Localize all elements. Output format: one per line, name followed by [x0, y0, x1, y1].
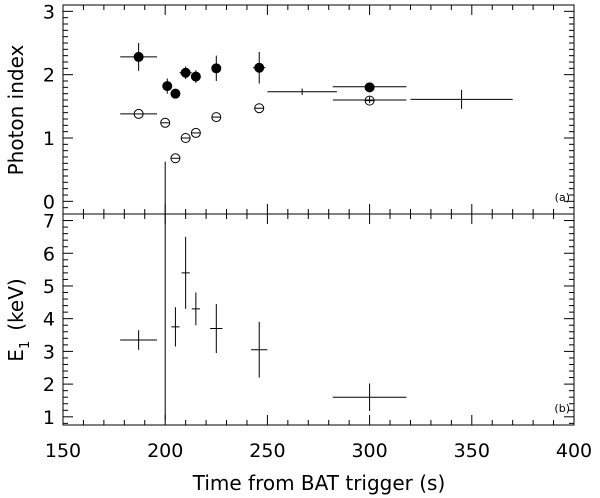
data-point	[180, 133, 191, 143]
y-tick-label: 6	[43, 243, 55, 265]
filled-marker	[133, 51, 144, 62]
data-point	[210, 303, 223, 354]
y-tick-label: 3	[43, 341, 55, 363]
data-point	[120, 330, 158, 350]
data-point	[160, 117, 171, 128]
data-point	[120, 108, 158, 119]
panel-a-y-axis-title: Photon index	[4, 44, 28, 175]
data-point	[162, 78, 173, 94]
x-tick-label: 250	[249, 440, 285, 462]
data-point	[179, 66, 192, 80]
filled-marker	[162, 81, 173, 92]
ylabel-unit: (keV)	[4, 278, 28, 330]
data-point	[251, 321, 268, 378]
ylabel-sub: 1	[18, 341, 33, 349]
panel-b-frame	[62, 213, 575, 426]
panel-a-marks	[120, 43, 513, 164]
panel-b-marks	[120, 161, 407, 421]
filled-marker	[254, 62, 265, 73]
data-point	[253, 51, 266, 84]
filled-marker	[211, 63, 222, 74]
y-tick-label: 7	[43, 211, 55, 233]
y-tick-label: 4	[43, 309, 55, 331]
filled-marker	[170, 88, 181, 99]
data-point	[120, 43, 158, 71]
data-point	[254, 103, 265, 114]
x-tick-label: 200	[147, 440, 183, 462]
data-point	[191, 292, 200, 326]
x-tick-label: 400	[556, 440, 592, 462]
y-tick-label: 2	[43, 374, 55, 396]
data-point	[332, 383, 407, 411]
x-tick-label: 300	[351, 440, 387, 462]
x-axis-title: Time from BAT trigger (s)	[192, 471, 446, 495]
data-point	[170, 153, 181, 164]
panel-b-label: (b)	[554, 402, 570, 415]
data-point	[190, 70, 201, 83]
data-point	[170, 88, 181, 99]
x-tick-label: 150	[45, 440, 81, 462]
data-point	[211, 112, 222, 123]
data-point	[410, 89, 513, 109]
data-point	[211, 55, 222, 81]
y-tick-label: 5	[43, 276, 55, 298]
filled-marker	[364, 82, 375, 93]
data-point	[364, 82, 375, 93]
panel-a-ticks: 0 1 2 3	[43, 1, 575, 215]
panel-b-y-axis-title: E1 (keV)	[4, 278, 33, 361]
panel-a-label: (a)	[555, 191, 570, 204]
data-point	[267, 88, 337, 95]
y-tick-label: 0	[43, 191, 55, 213]
filled-marker	[190, 71, 201, 82]
data-point	[181, 236, 190, 309]
x-tick-label: 350	[454, 440, 490, 462]
data-point	[364, 95, 375, 106]
data-point	[332, 96, 407, 104]
panel-a: 0 1 2 3 Photon index (a)	[4, 1, 575, 215]
panel-b-ticks: 1 2 3 4 5 6 7 150 200 250 300 350 400	[43, 211, 592, 462]
y-tick-label: 2	[43, 65, 55, 87]
ylabel-main: E	[4, 349, 28, 362]
filled-marker	[180, 67, 191, 78]
y-tick-label: 1	[43, 128, 55, 150]
y-tick-label: 1	[43, 407, 55, 429]
y-tick-label: 3	[43, 1, 55, 23]
data-point	[190, 127, 201, 138]
data-point	[171, 307, 180, 347]
